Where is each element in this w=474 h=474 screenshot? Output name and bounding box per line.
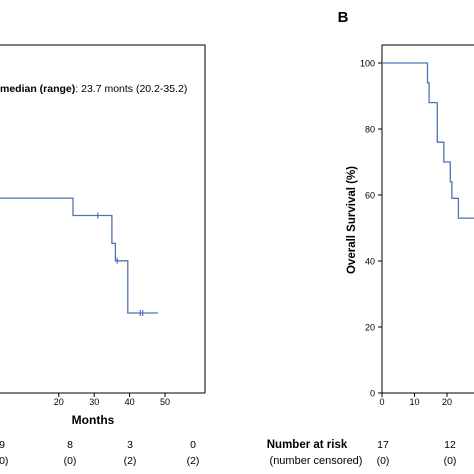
panel-b-risk-table: 17 12 (0) (0): [377, 439, 457, 467]
panel-a-survival-curve: [0, 197, 158, 314]
panel-b-x-ticks: 0 10 20: [379, 393, 452, 407]
panel-a-annotation-rest: : 23.7 monts (20.2-35.2): [75, 83, 187, 95]
panel-b-risk-subtitle: (number censored): [270, 455, 363, 467]
panel-a-axes-frame: [0, 44, 206, 394]
y-tick-label: 80: [365, 125, 375, 135]
panel-b-risk-title: Number at risk: [267, 439, 348, 451]
panel-b-axes-frame: [381, 44, 474, 394]
panel-b-label: B: [338, 9, 349, 26]
x-tick-label: 40: [125, 397, 135, 407]
y-tick-label: 20: [365, 323, 375, 333]
x-tick-label: 0: [379, 397, 384, 407]
risk-count: 9: [0, 439, 5, 451]
panel-a-x-axis-label: Months: [72, 413, 115, 427]
x-tick-label: 50: [160, 397, 170, 407]
censored-count: (0): [64, 455, 77, 467]
risk-count: 12: [444, 439, 456, 451]
panel-a: 20 30 40 50 median (range): 23.7 monts (20.…: [0, 44, 206, 467]
panel-a-censor-marks: [97, 212, 144, 316]
risk-count: 3: [127, 439, 133, 451]
censored-count: (2): [187, 455, 200, 467]
risk-count: 0: [190, 439, 196, 451]
censored-count: (0): [444, 455, 457, 467]
panel-b: B 0 20 40 60 80 100 0 10 20 Overall Survival (%…: [267, 9, 474, 467]
risk-count: 8: [67, 439, 73, 451]
x-tick-label: 20: [54, 397, 64, 407]
x-tick-label: 30: [89, 397, 99, 407]
y-tick-label: 60: [365, 191, 375, 201]
panel-b-y-axis-label: Overall Survival (%): [346, 166, 358, 274]
panel-a-risk-table: 9 8 3 0 (0) (0) (2) (2): [0, 439, 199, 467]
panel-a-annotation-bold: median (range): [0, 83, 75, 95]
panel-b-survival-curve: [382, 62, 474, 219]
panel-a-x-ticks: 20 30 40 50: [54, 393, 170, 407]
risk-count: 17: [377, 439, 389, 451]
panel-b-y-ticks: 0 20 40 60 80 100: [360, 59, 382, 399]
x-tick-label: 10: [409, 397, 419, 407]
y-tick-label: 100: [360, 59, 375, 69]
panel-a-median-annotation: median (range): 23.7 monts (20.2-35.2): [0, 83, 187, 95]
y-tick-label: 40: [365, 257, 375, 267]
y-tick-label: 0: [370, 389, 375, 399]
x-tick-label: 20: [442, 397, 452, 407]
censored-count: (0): [0, 455, 8, 467]
censored-count: (2): [124, 455, 137, 467]
censored-count: (0): [377, 455, 390, 467]
